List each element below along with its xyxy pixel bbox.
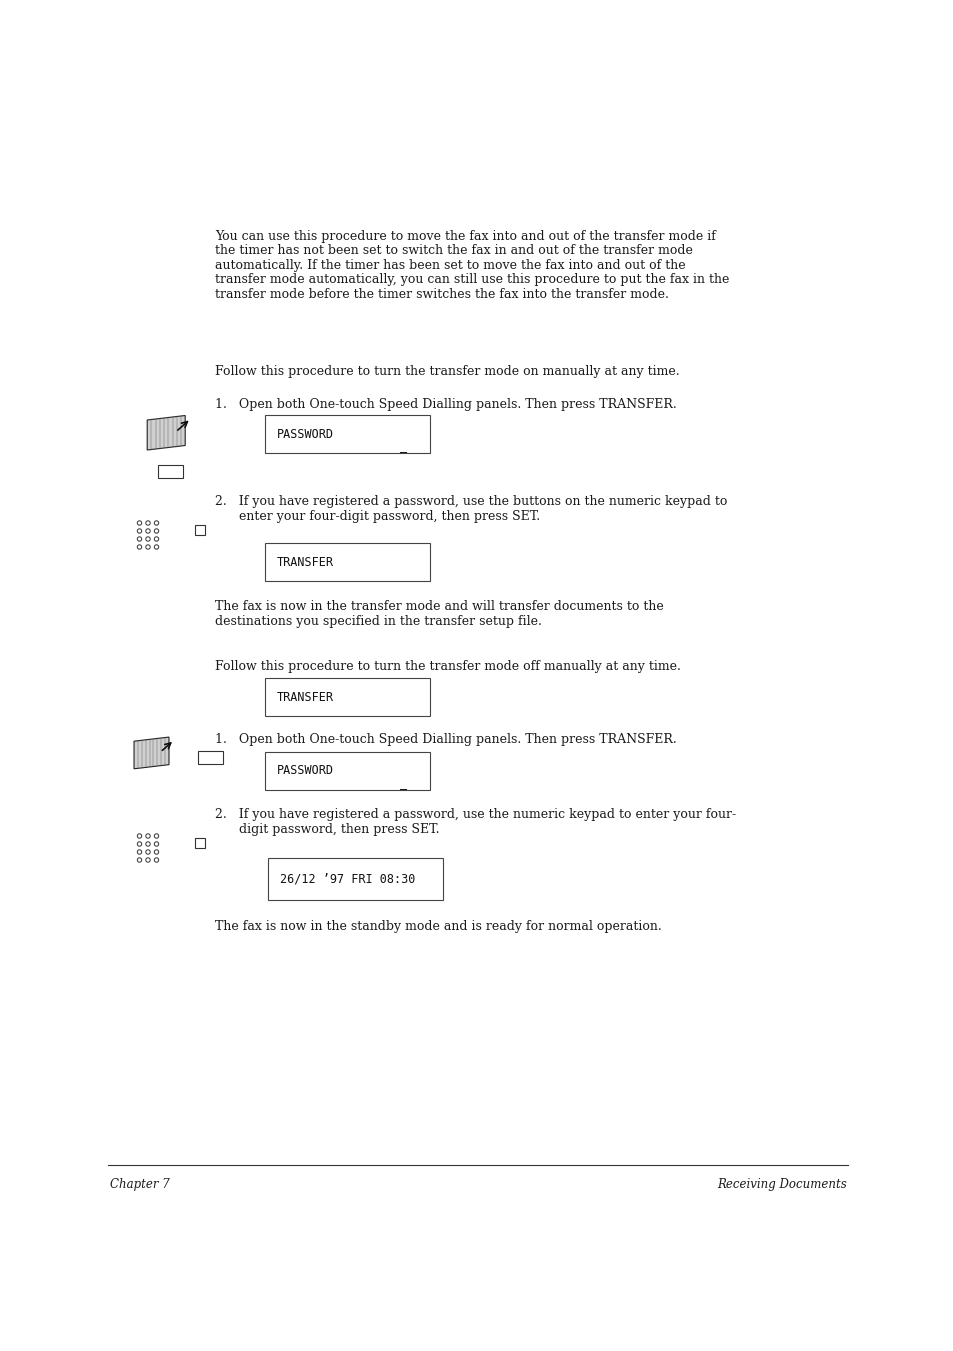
Bar [194, 838, 205, 848]
Polygon shape [133, 738, 169, 769]
Bar [197, 751, 222, 763]
Bar [265, 678, 430, 716]
Bar [265, 543, 430, 581]
Bar [194, 526, 205, 535]
Text: PASSWORD: PASSWORD [276, 765, 334, 777]
Text: TRANSFER: TRANSFER [276, 690, 334, 704]
Text: You can use this procedure to move the fax into and out of the transfer mode if: You can use this procedure to move the f… [214, 230, 715, 243]
Text: Chapter 7: Chapter 7 [110, 1178, 170, 1192]
Text: transfer mode before the timer switches the fax into the transfer mode.: transfer mode before the timer switches … [214, 288, 668, 301]
Text: Follow this procedure to turn the transfer mode off manually at any time.: Follow this procedure to turn the transf… [214, 661, 680, 673]
Text: transfer mode automatically, you can still use this procedure to put the fax in : transfer mode automatically, you can sti… [214, 273, 729, 286]
Text: digit password, then press SET.: digit password, then press SET. [214, 823, 439, 835]
Text: Follow this procedure to turn the transfer mode on manually at any time.: Follow this procedure to turn the transf… [214, 365, 679, 378]
Bar [268, 858, 442, 900]
Text: 2.   If you have registered a password, use the buttons on the numeric keypad to: 2. If you have registered a password, us… [214, 494, 726, 508]
Text: TRANSFER: TRANSFER [276, 555, 334, 569]
Text: 1.   Open both One-touch Speed Dialling panels. Then press TRANSFER.: 1. Open both One-touch Speed Dialling pa… [214, 734, 676, 746]
Polygon shape [147, 416, 185, 450]
Text: 1.   Open both One-touch Speed Dialling panels. Then press TRANSFER.: 1. Open both One-touch Speed Dialling pa… [214, 399, 676, 411]
Bar [265, 753, 430, 790]
Text: enter your four-digit password, then press SET.: enter your four-digit password, then pre… [214, 509, 539, 523]
Text: automatically. If the timer has been set to move the fax into and out of the: automatically. If the timer has been set… [214, 259, 685, 272]
Text: _: _ [399, 440, 407, 453]
Text: _: _ [399, 777, 407, 790]
Bar [157, 465, 182, 478]
Bar [265, 415, 430, 453]
Text: 26/12 ’97 FRI 08:30: 26/12 ’97 FRI 08:30 [280, 873, 415, 885]
Text: The fax is now in the transfer mode and will transfer documents to the: The fax is now in the transfer mode and … [214, 600, 663, 613]
Text: 2.   If you have registered a password, use the numeric keypad to enter your fou: 2. If you have registered a password, us… [214, 808, 736, 821]
Text: The fax is now in the standby mode and is ready for normal operation.: The fax is now in the standby mode and i… [214, 920, 661, 934]
Text: PASSWORD: PASSWORD [276, 427, 334, 440]
Text: destinations you specified in the transfer setup file.: destinations you specified in the transf… [214, 615, 541, 627]
Text: Receiving Documents: Receiving Documents [717, 1178, 846, 1192]
Text: the timer has not been set to switch the fax in and out of the transfer mode: the timer has not been set to switch the… [214, 245, 692, 258]
